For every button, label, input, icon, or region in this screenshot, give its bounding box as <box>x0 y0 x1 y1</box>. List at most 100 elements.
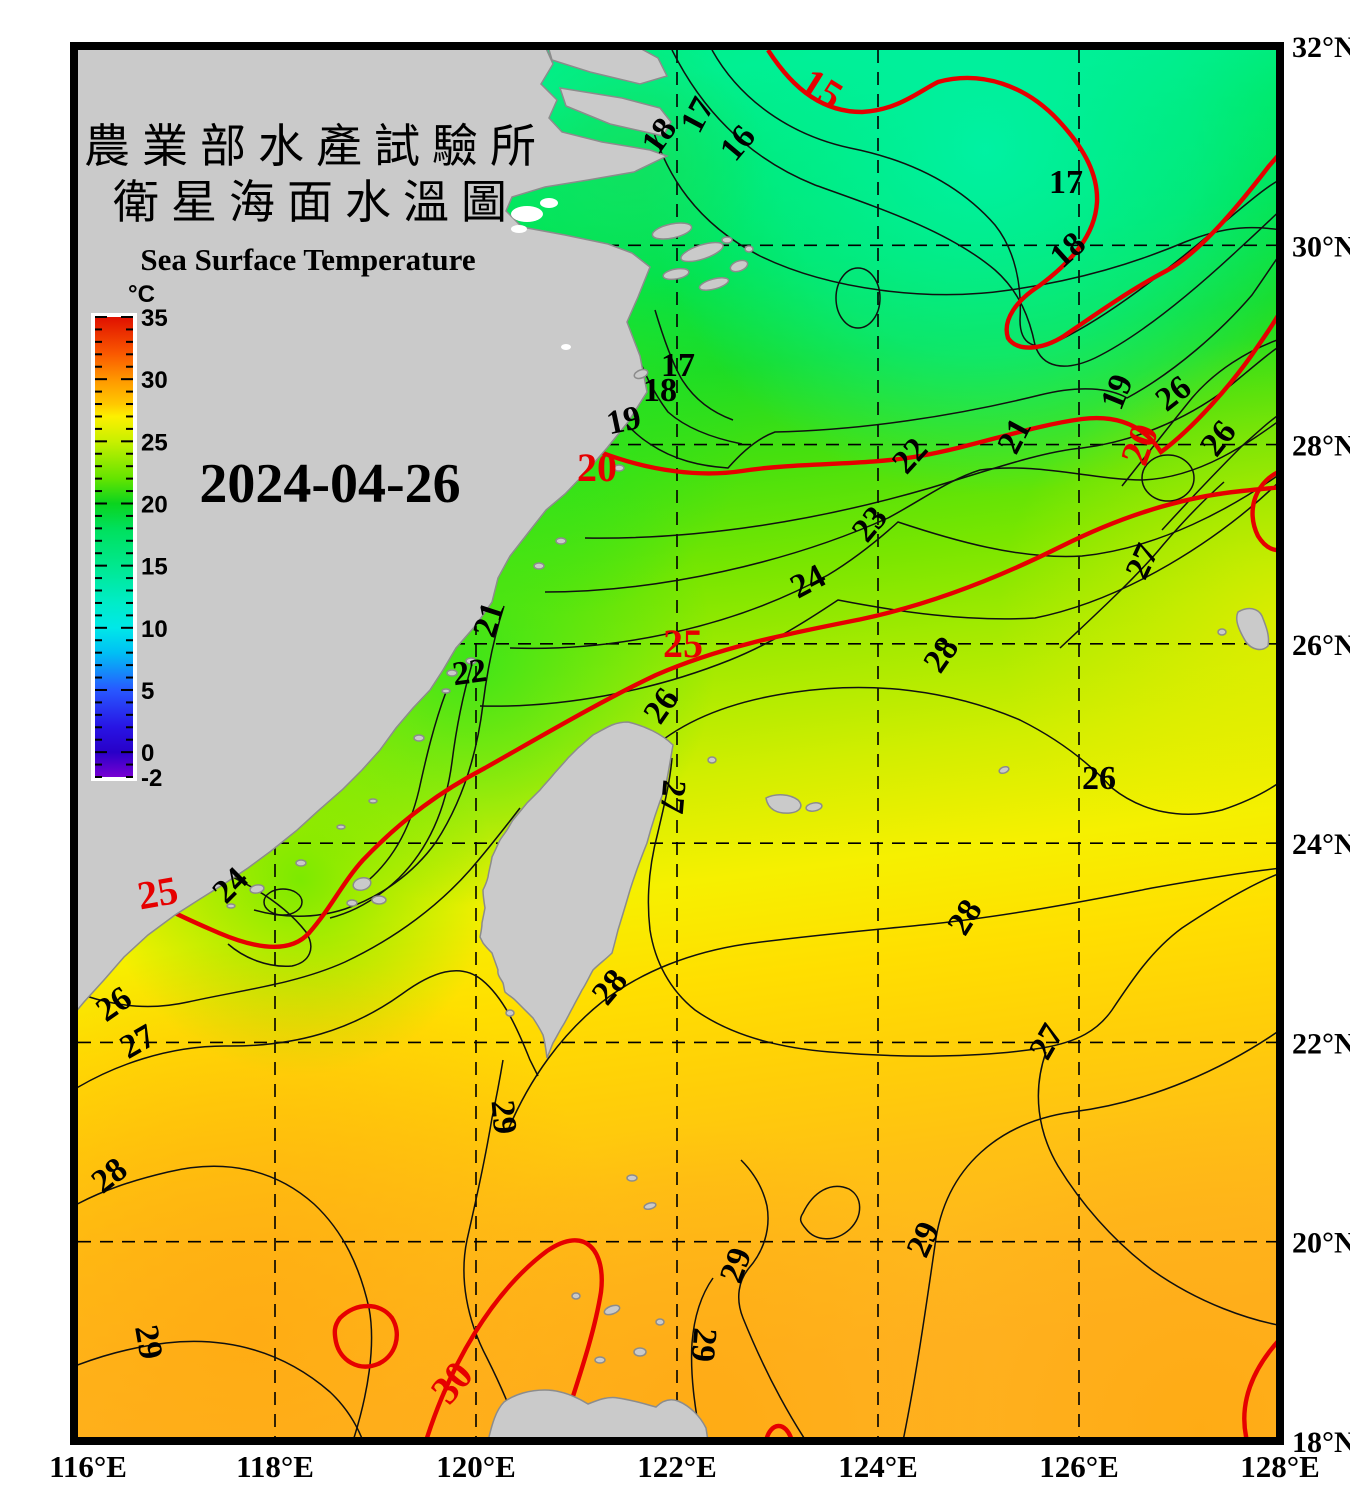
colorbar-tick--2: -2 <box>141 765 162 792</box>
isotherm-27-east-taiwan <box>647 757 1276 1057</box>
isotherm-29-se <box>903 1031 1276 1437</box>
colorbar-tick-35: 35 <box>141 305 168 332</box>
date-label: 2024-04-26 <box>199 453 460 515</box>
isotherm-lines-red <box>161 50 1276 1437</box>
land-china <box>78 50 669 1011</box>
isotherm-30-red <box>425 1238 604 1437</box>
isotherm-22-strait <box>329 663 473 919</box>
colorbar: °C 35 30 25 20 15 10 5 0-2 <box>91 281 168 792</box>
lon-label-118: 118°E <box>236 1449 314 1484</box>
lat-label-26: 26°N <box>1292 629 1350 662</box>
isotherm-30-se-red <box>1242 1340 1276 1437</box>
isotherm-30-tip-red <box>764 1423 793 1437</box>
lat-label-20: 20°N <box>1292 1227 1350 1260</box>
lat-label-28: 28°N <box>1292 430 1350 463</box>
colorbar-unit-label: °C <box>128 281 155 308</box>
warm-s-patch <box>395 1125 1005 1437</box>
land-yaeyama <box>765 794 802 814</box>
contour-label-19: 19 <box>603 399 644 442</box>
cloud-gaps <box>511 198 571 350</box>
isotherm-23-strait <box>363 691 447 885</box>
contour-label-20-red: 20 <box>577 445 617 490</box>
isotherm-25-red <box>161 485 1276 950</box>
title-chinese-line2: 衛星海面水溫圖 <box>113 177 519 228</box>
contour-label-26: 26 <box>1082 760 1116 797</box>
contour-label-22: 22 <box>450 652 489 693</box>
isotherm-26-eddy <box>1141 454 1195 502</box>
warm-se-patch <box>875 1105 1276 1437</box>
colorbar-ticks <box>95 316 133 778</box>
title-english: Sea Surface Temperature <box>140 242 475 277</box>
isotherm-18 <box>647 111 1276 296</box>
isotherm-29-sw <box>78 1340 363 1437</box>
land-luzon <box>488 1389 709 1437</box>
colorbar-tick-30: 30 <box>141 367 168 394</box>
isotherm-30-closed-red <box>332 1303 399 1369</box>
isotherm-17-coastal <box>654 309 734 421</box>
isotherm-20-red <box>599 314 1276 476</box>
lon-label-122: 122°E <box>637 1449 717 1484</box>
lat-label-22: 22°N <box>1292 1027 1350 1060</box>
lon-label-128: 128°E <box>1240 1449 1320 1484</box>
contour-label-29: 29 <box>684 1326 724 1363</box>
map-border <box>70 42 1284 1445</box>
land-chongming-island <box>558 87 672 137</box>
colorbar-tick-15: 15 <box>141 554 168 581</box>
lat-label-32: 32°N <box>1292 31 1350 64</box>
lon-label-124: 124°E <box>838 1449 918 1484</box>
isotherm-26-ne1 <box>1121 339 1276 487</box>
land-masses <box>78 50 1270 1437</box>
lat-label-30: 30°N <box>1292 230 1350 263</box>
land-taiwan <box>479 721 674 1059</box>
kuroshio-warm-patch <box>998 335 1276 905</box>
isotherm-26-ne2 <box>1161 415 1276 531</box>
cold-core-patch <box>640 50 1276 495</box>
isotherm-29-w-luzon <box>463 1059 521 1437</box>
lon-label-120: 120°E <box>436 1449 516 1484</box>
lon-label-126: 126°E <box>1039 1449 1119 1484</box>
isotherm-15-red <box>766 50 1276 350</box>
isotherm-22 <box>544 422 1276 593</box>
isotherm-28-west <box>78 1165 373 1437</box>
title-chinese-line1: 農業部水產試驗所 <box>84 121 548 172</box>
lat-label-24: 24°N <box>1292 828 1350 861</box>
latitude-labels: 32°N 30°N 28°N 26°N 24°N 22°N 20°N 18°N <box>1292 31 1350 1459</box>
colorbar-tick-10: 10 <box>141 616 168 643</box>
contour-label-25-red: 25 <box>663 621 703 666</box>
isotherm-24 <box>479 483 1276 707</box>
isotherm-25-eddy-red <box>1250 470 1276 553</box>
lat-label-18: 18°N <box>1292 1426 1350 1459</box>
isotherm-19 <box>603 258 1276 469</box>
lon-label-116: 116°E <box>49 1449 127 1484</box>
isotherm-16-closed <box>835 267 881 329</box>
contour-label-29: 29 <box>127 1322 169 1362</box>
isotherm-27-ne <box>1059 481 1225 649</box>
contour-label-29: 29 <box>484 1099 524 1136</box>
contour-label-27: 27 <box>653 778 693 815</box>
colorbar-tick-labels: 35 30 25 20 15 10 5 0-2 <box>141 305 168 792</box>
colorbar-tick-0: 0 <box>141 740 154 767</box>
isotherm-26-west <box>85 807 521 1008</box>
contour-label-17: 17 <box>1049 164 1083 201</box>
isotherm-17 <box>671 50 1276 367</box>
isotherm-27-se <box>1037 1051 1276 1326</box>
isotherm-28-east <box>507 867 1276 1131</box>
contour-label-25-red: 25 <box>134 867 181 918</box>
colorbar-tick-20: 20 <box>141 491 168 518</box>
contour-label-17: 17 <box>661 347 695 384</box>
isotherm-28-closed <box>799 1185 861 1240</box>
islands <box>226 222 1227 1364</box>
colorbar-tick-25: 25 <box>141 429 168 456</box>
contour-label-18: 18 <box>643 372 677 409</box>
isotherm-27-west <box>78 970 539 1089</box>
land-yangtze-north-bank <box>548 50 669 85</box>
land-okinawa <box>1235 607 1270 651</box>
colorbar-tick-5: 5 <box>141 678 154 705</box>
colorbar-gradient <box>95 317 133 777</box>
isotherm-23 <box>509 475 1276 650</box>
longitude-labels: 116°E 118°E 120°E 122°E 124°E 126°E 128°E <box>49 1449 1320 1484</box>
isotherm-26-ne-taiwan <box>647 686 1276 815</box>
